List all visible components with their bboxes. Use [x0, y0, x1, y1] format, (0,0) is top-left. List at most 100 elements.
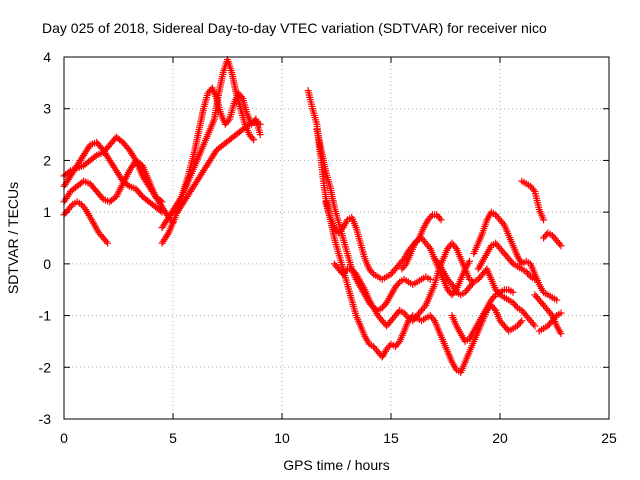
data-point — [244, 122, 252, 130]
series-track-10 — [322, 198, 473, 299]
data-point — [509, 288, 517, 296]
data-point — [468, 280, 476, 288]
data-point — [401, 262, 409, 270]
data-point — [531, 275, 539, 283]
data-point — [529, 320, 537, 328]
data-point — [342, 267, 350, 275]
data-point — [414, 236, 422, 244]
data-point — [547, 310, 555, 318]
data-point — [250, 136, 258, 144]
series-track-16 — [474, 239, 539, 283]
data-point — [434, 258, 442, 266]
data-point — [65, 168, 73, 176]
data-point — [425, 243, 433, 251]
y-tick-label: 1 — [43, 204, 51, 220]
series-track-4 — [60, 198, 112, 247]
data-point — [91, 153, 99, 161]
y-tick-label: 2 — [43, 152, 51, 168]
x-tick-label: 10 — [274, 430, 290, 446]
series-track-3 — [60, 133, 166, 206]
data-point — [525, 271, 533, 279]
data-point — [451, 243, 459, 251]
data-point — [557, 330, 565, 338]
series-track-11 — [330, 239, 539, 330]
data-point — [104, 239, 112, 247]
y-tick-label: -3 — [39, 411, 52, 427]
data-point — [429, 315, 437, 323]
data-point — [426, 275, 434, 283]
data-point — [490, 293, 498, 301]
x-tick-label: 25 — [601, 430, 617, 446]
series-track-8 — [304, 87, 526, 376]
series-track-14 — [448, 286, 517, 345]
data-point — [403, 312, 411, 320]
data-point — [508, 258, 516, 266]
series-track-20 — [535, 309, 565, 335]
data-point — [470, 278, 478, 286]
data-point — [436, 214, 444, 222]
y-tick-label: 4 — [43, 49, 51, 65]
data-point — [237, 93, 245, 101]
data-point — [427, 212, 435, 220]
data-point — [490, 305, 498, 313]
data-point — [516, 318, 524, 326]
data-point — [394, 339, 402, 347]
series-track-12 — [398, 211, 445, 273]
data-point — [156, 197, 164, 205]
data-point — [437, 216, 445, 224]
x-tick-label: 20 — [492, 430, 508, 446]
data-point — [556, 240, 564, 248]
data-point — [499, 219, 507, 227]
data-point — [381, 300, 389, 308]
series-track-19 — [531, 291, 565, 338]
data-point — [102, 237, 110, 245]
data-point — [158, 198, 166, 206]
data-point — [540, 216, 548, 224]
tick-labels: 0 5 10 15 20 25 -3 -2 -1 0 1 2 3 4 — [39, 49, 617, 446]
series-track-13 — [431, 255, 478, 299]
x-tick-label: 15 — [383, 430, 399, 446]
data-point — [518, 317, 526, 325]
data-point — [394, 280, 402, 288]
y-tick-label: -1 — [39, 308, 52, 324]
x-axis-label: GPS time / hours — [283, 457, 390, 473]
data-point — [529, 186, 537, 194]
data-point — [557, 309, 565, 317]
data-point — [124, 181, 132, 189]
data-point — [80, 204, 88, 212]
data-point — [531, 322, 539, 330]
x-tick-label: 0 — [60, 430, 68, 446]
data-point — [164, 231, 172, 239]
data-point — [224, 117, 232, 125]
series-track-18 — [540, 229, 565, 250]
plot-frame — [63, 56, 610, 420]
y-tick-label: 0 — [43, 256, 51, 272]
data-point — [557, 242, 565, 250]
data-point — [465, 257, 473, 265]
data-point — [512, 302, 520, 310]
data-point — [256, 131, 264, 139]
data-point — [368, 268, 376, 276]
data-markers — [60, 56, 565, 376]
data-point — [338, 225, 346, 233]
data-point — [551, 313, 559, 321]
y-tick-label: -2 — [39, 359, 52, 375]
data-point — [248, 134, 256, 142]
data-point — [399, 256, 407, 264]
y-axis-label: SDTVAR / TECUs — [5, 182, 21, 294]
data-point — [447, 279, 455, 287]
data-point — [351, 268, 359, 276]
data-point — [131, 155, 139, 163]
series-track-17 — [518, 177, 548, 224]
y-tick-label: 3 — [43, 101, 51, 117]
data-point — [67, 202, 75, 210]
x-tick-label: 5 — [169, 430, 177, 446]
series-track-7 — [173, 118, 264, 216]
data-point — [256, 120, 264, 128]
chart-title: Day 025 of 2018, Sidereal Day-to-day VTE… — [42, 20, 547, 36]
series-track-5 — [158, 84, 264, 247]
data-point — [553, 296, 561, 304]
data-point — [420, 303, 428, 311]
series-track-6 — [158, 56, 258, 232]
